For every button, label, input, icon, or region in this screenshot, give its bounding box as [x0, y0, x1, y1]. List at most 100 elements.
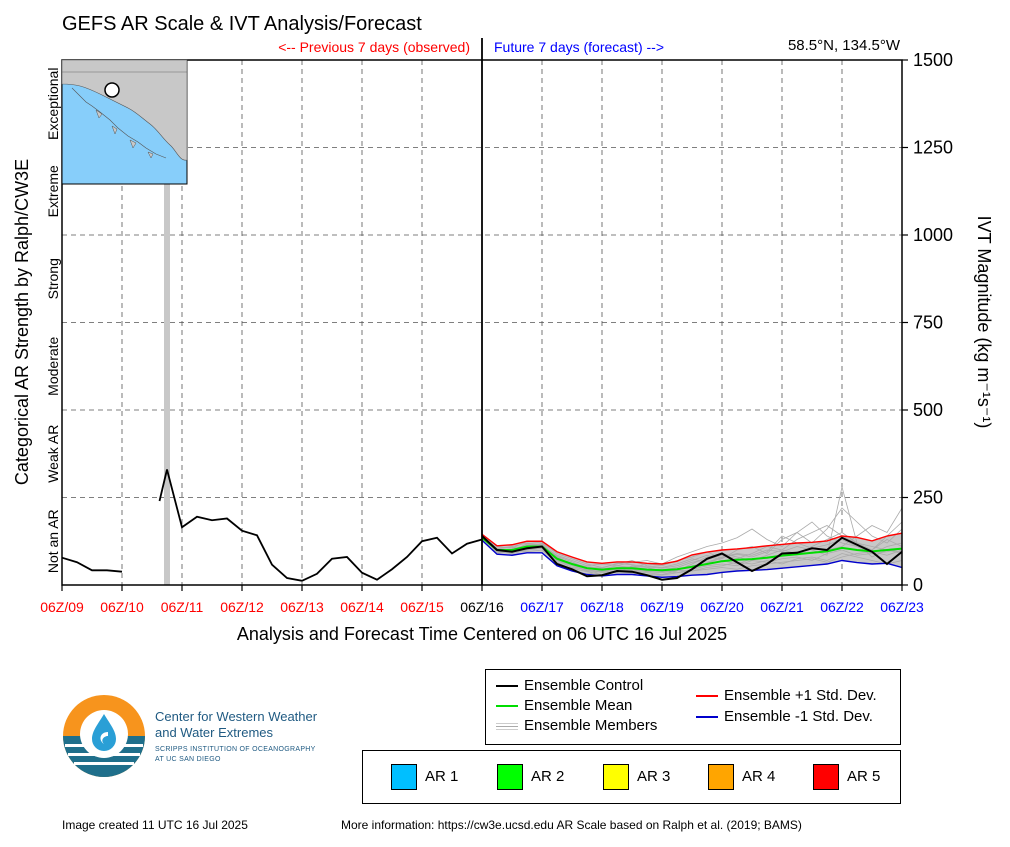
ar-category-label: Weak AR: [45, 425, 61, 483]
y-axis-right-label: IVT Magnitude (kg m⁻¹s⁻¹): [974, 216, 994, 429]
y-axis-left-label: Categorical AR Strength by Ralph/CW3E: [12, 159, 32, 485]
location-map: [61, 59, 188, 185]
logo-subtitle-line1: SCRIPPS INSTITUTION OF OCEANOGRAPHY: [155, 746, 316, 753]
ensemble-member-line: [481, 525, 903, 571]
future-days-label: Future 7 days (forecast) -->: [494, 39, 664, 55]
ensemble-members: [481, 486, 903, 576]
cw3e-logo: [63, 695, 145, 777]
ar-category-label: Moderate: [45, 336, 61, 395]
previous-days-label: <-- Previous 7 days (observed): [278, 39, 470, 55]
more-info-text: More information: https://cw3e.ucsd.edu …: [341, 818, 802, 832]
location-marker: [104, 82, 120, 98]
image-created-text: Image created 11 UTC 16 Jul 2025: [62, 818, 248, 832]
ensemble-mean-line: [481, 536, 903, 572]
legend-item-minus-std: Ensemble -1 Std. Dev.: [696, 708, 873, 725]
y-tick-label: 0: [913, 575, 923, 595]
legend-line-mean: [496, 705, 518, 708]
ar-5-item: AR 5: [813, 764, 880, 790]
x-tick-label: 06Z/11: [161, 599, 204, 615]
logo-wave-3: [74, 762, 134, 765]
ar-category-label: Extreme: [45, 165, 61, 217]
ar-2-label: AR 2: [531, 767, 565, 785]
ensemble-series: [481, 532, 903, 581]
ensemble-member-line: [481, 486, 903, 568]
legend-label-members: Ensemble Members: [524, 717, 658, 734]
logo-title-line1: Center for Western Weather: [155, 709, 318, 724]
ar-category-label: Exceptional: [45, 68, 61, 140]
logo-title-line2: and Water Extremes: [155, 725, 274, 740]
logo-subtitle-line2: AT UC SAN DIEGO: [155, 756, 221, 763]
droplet-icon: [92, 714, 116, 751]
droplet-swirl: [100, 732, 108, 744]
ar-5-swatch: [813, 764, 839, 790]
y-tick-label: 500: [913, 400, 943, 420]
legend-line-plus-std: [696, 695, 718, 698]
ar-3-item: AR 3: [603, 764, 670, 790]
x-tick-label: 06Z/13: [280, 599, 324, 615]
missing-data-shading: [164, 60, 170, 585]
ar-4-swatch: [708, 764, 734, 790]
y-axis-right-label-text: IVT Magnitude (kg m⁻¹s⁻¹): [974, 216, 994, 429]
observed-ivt-line: [61, 556, 123, 573]
ar-1-swatch: [391, 764, 417, 790]
x-tick-label: 06Z/20: [700, 599, 744, 615]
legend-line-minus-std: [696, 716, 718, 719]
y-tick-label: 1500: [913, 50, 953, 70]
observed-series: [61, 469, 483, 582]
map-islands: [95, 109, 154, 159]
x-tick-label: 06Z/23: [880, 599, 924, 615]
y-tick-label: 750: [913, 313, 943, 333]
map-land: [61, 59, 188, 161]
legend-line-members: [496, 725, 518, 727]
ar-category-labels: Not an AR Weak AR Moderate Strong Extreme Exc…: [45, 68, 61, 574]
ar-2-swatch: [497, 764, 523, 790]
legend-label-mean: Ensemble Mean: [524, 697, 633, 714]
x-axis-label: Analysis and Forecast Time Centered on 0…: [237, 624, 727, 644]
plus-std-line: [481, 532, 903, 565]
legend-label-minus-std: Ensemble -1 Std. Dev.: [724, 708, 873, 725]
y-axis-ticks: 0 250 500 750 1000 1250 1500: [902, 50, 953, 595]
x-tick-label: 06Z/16: [460, 599, 504, 615]
legend-line-control: [496, 685, 518, 688]
legend-item-control: Ensemble Control: [496, 677, 643, 694]
line-legend: Ensemble Control Ensemble Mean Ensemble …: [485, 669, 901, 745]
x-tick-label: 06Z/09: [40, 599, 84, 615]
x-tick-label: 06Z/22: [820, 599, 864, 615]
observed-ivt-line: [158, 469, 483, 582]
legend-label-plus-std: Ensemble +1 Std. Dev.: [724, 687, 877, 704]
x-tick-label: 06Z/19: [640, 599, 684, 615]
ar-scale-legend: AR 1 AR 2 AR 3 AR 4 AR 5: [362, 750, 901, 804]
legend-item-mean: Ensemble Mean: [496, 697, 632, 714]
map-coastline: [71, 87, 167, 159]
minus-std-line: [481, 539, 903, 579]
x-tick-label: 06Z/12: [220, 599, 264, 615]
legend-item-members: Ensemble Members: [496, 717, 657, 734]
ivt-chart: GEFS AR Scale & IVT Analysis/Forecast <-…: [12, 13, 994, 644]
ar-1-label: AR 1: [425, 767, 459, 785]
x-tick-label: 06Z/14: [340, 599, 384, 615]
legend-item-plus-std: Ensemble +1 Std. Dev.: [696, 687, 877, 704]
ar-4-item: AR 4: [708, 764, 775, 790]
ar-2-item: AR 2: [497, 764, 564, 790]
x-axis-ticks: 06Z/09 06Z/10 06Z/11 06Z/12 06Z/13 06Z/14 06Z/…: [40, 585, 924, 615]
ar-5-label: AR 5: [847, 767, 881, 785]
ar-3-label: AR 3: [637, 767, 671, 785]
y-tick-label: 250: [913, 488, 943, 508]
x-tick-label: 06Z/21: [760, 599, 804, 615]
y-tick-label: 1000: [913, 225, 953, 245]
chart-title: GEFS AR Scale & IVT Analysis/Forecast: [62, 13, 422, 35]
x-tick-label: 06Z/15: [400, 599, 444, 615]
y-tick-label: 1250: [913, 138, 953, 158]
x-tick-label: 06Z/17: [520, 599, 564, 615]
location-label: 58.5°N, 134.5°W: [788, 37, 901, 54]
legend-label-control: Ensemble Control: [524, 677, 644, 694]
ar-category-label: Not an AR: [45, 509, 61, 573]
ar-3-swatch: [603, 764, 629, 790]
x-tick-label: 06Z/10: [100, 599, 144, 615]
x-tick-label: 06Z/18: [580, 599, 624, 615]
ar-1-item: AR 1: [391, 764, 458, 790]
ar-category-label: Strong: [45, 258, 61, 299]
ensemble-control-line: [481, 535, 903, 581]
grid: [62, 60, 902, 585]
ar-4-label: AR 4: [742, 767, 776, 785]
